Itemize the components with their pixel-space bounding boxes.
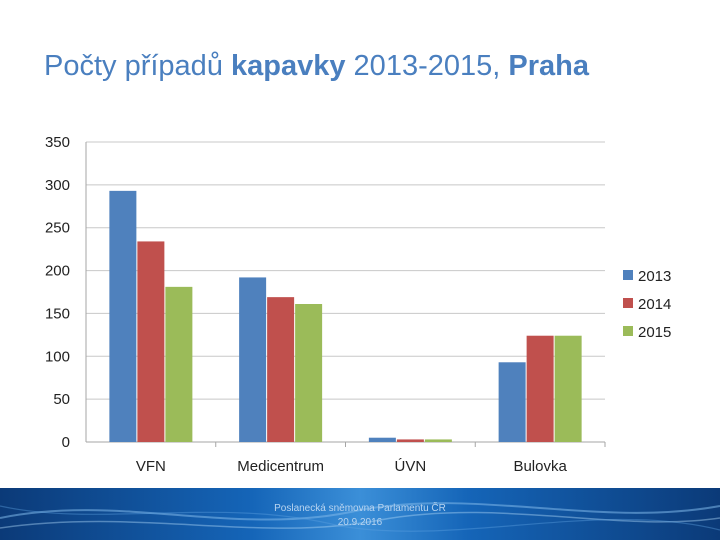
legend-label: 2015 [638, 324, 671, 341]
footer-wave-decoration [0, 502, 720, 532]
legend-label: 2013 [638, 268, 671, 285]
y-tick-label: 350 [45, 134, 70, 151]
x-tick-label: Bulovka [513, 458, 567, 475]
y-tick-label: 100 [45, 348, 70, 365]
x-tick-label: VFN [136, 458, 166, 475]
bar-2015 [424, 439, 452, 442]
y-tick-label: 50 [53, 391, 70, 408]
bar-chart: 0 50 100 150 200 250 300 350 VFN Medicentrum ÚVN Bu… [45, 134, 671, 475]
footer-date: 20.9.2016 [337, 517, 383, 528]
bar-2013 [239, 277, 267, 442]
x-tick-label: Medicentrum [237, 458, 324, 475]
bar-2015 [554, 335, 582, 442]
title-part-2: 2013-2015, [345, 50, 509, 82]
slide-title: Počty případů kapavky 2013-2015, Praha [44, 50, 589, 83]
y-tick-label: 300 [45, 177, 70, 194]
bar-2015 [165, 286, 193, 442]
legend-swatch-2015 [623, 326, 633, 336]
legend-swatch-2014 [623, 298, 633, 308]
bar-2014 [396, 439, 424, 442]
y-tick-label: 250 [45, 220, 70, 237]
bar-2013 [109, 190, 137, 442]
bar-2015 [295, 304, 323, 442]
bar-2014 [526, 335, 554, 442]
footer-organization: Poslanecká sněmovna Parlamentu ČR [274, 503, 446, 514]
legend-swatch-2013 [623, 270, 633, 280]
bar-2014 [267, 297, 295, 442]
bar-2014 [137, 241, 165, 442]
y-tick-label: 200 [45, 263, 70, 280]
bar-2013 [498, 362, 526, 442]
x-tick-label: ÚVN [395, 458, 427, 475]
footer-band: Poslanecká sněmovna Parlamentu ČR 20.9.2… [0, 488, 720, 540]
y-tick-label: 0 [62, 434, 70, 451]
legend-label: 2014 [638, 296, 671, 313]
y-tick-label: 150 [45, 305, 70, 322]
title-part-1: Počty případů [44, 50, 231, 82]
title-city: Praha [508, 50, 589, 82]
bar-2013 [368, 437, 396, 442]
title-disease: kapavky [231, 50, 346, 82]
